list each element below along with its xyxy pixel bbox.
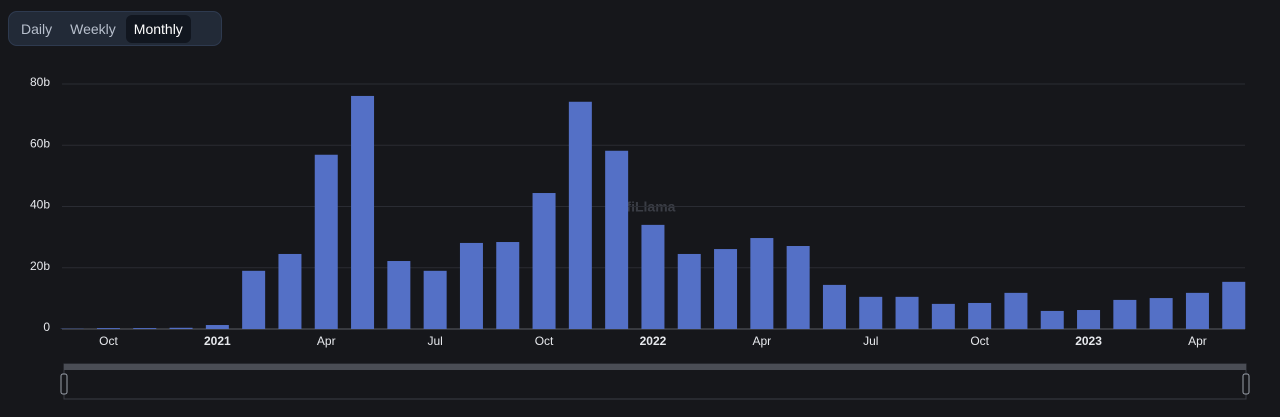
x-tick-label: 2022 (640, 334, 667, 348)
x-tick-label: 2021 (204, 334, 231, 348)
x-tick-label: Oct (970, 334, 989, 348)
x-tick-label: Jul (427, 334, 442, 348)
zoom-handle[interactable] (1242, 373, 1250, 395)
bar (1004, 292, 1028, 329)
x-tick-label: Apr (1188, 334, 1207, 348)
x-tick-label: Oct (99, 334, 118, 348)
bar (351, 95, 375, 329)
tab[interactable]: Weekly (70, 20, 116, 37)
bar (859, 296, 883, 329)
x-tick-label: Jul (863, 334, 878, 348)
bar (532, 193, 556, 329)
interval-tabs: Daily Weekly Monthly (8, 11, 222, 46)
bar (1077, 310, 1101, 329)
zoom-handle[interactable] (60, 373, 68, 395)
bar (1040, 310, 1064, 329)
bar (641, 224, 665, 329)
y-tick-label: 20b (30, 259, 50, 273)
bar (1113, 299, 1137, 329)
bar (568, 101, 592, 329)
bar (750, 238, 774, 329)
bar (895, 296, 919, 329)
y-tick-label: 60b (30, 136, 50, 150)
bar (968, 302, 992, 329)
bar (1149, 298, 1173, 329)
x-tick-label: 2023 (1075, 334, 1102, 348)
bar (169, 327, 193, 329)
bar (278, 253, 302, 329)
bar (786, 246, 810, 329)
x-tick-label: Apr (317, 334, 336, 348)
bar (242, 270, 266, 329)
bar (96, 328, 120, 329)
bar (605, 150, 629, 329)
y-tick-label: 80b (30, 75, 50, 89)
bar (459, 242, 483, 329)
y-tick-label: 0 (43, 320, 50, 334)
bar (931, 303, 955, 329)
bar (387, 261, 411, 329)
x-tick-label: Apr (753, 334, 772, 348)
bar (205, 325, 229, 329)
bar (423, 270, 447, 329)
bar (496, 242, 520, 329)
tab[interactable]: Daily (21, 20, 53, 37)
tab[interactable]: Monthly (125, 14, 191, 43)
bar (1185, 292, 1209, 329)
bar (314, 154, 338, 329)
x-tick-label: Oct (535, 334, 554, 348)
bar (133, 328, 157, 329)
zoom-slider-bar[interactable] (64, 364, 1246, 370)
bar (714, 249, 738, 329)
bar (1222, 281, 1246, 329)
bar (677, 253, 701, 329)
bar (822, 284, 846, 329)
y-tick-label: 40b (30, 198, 50, 212)
